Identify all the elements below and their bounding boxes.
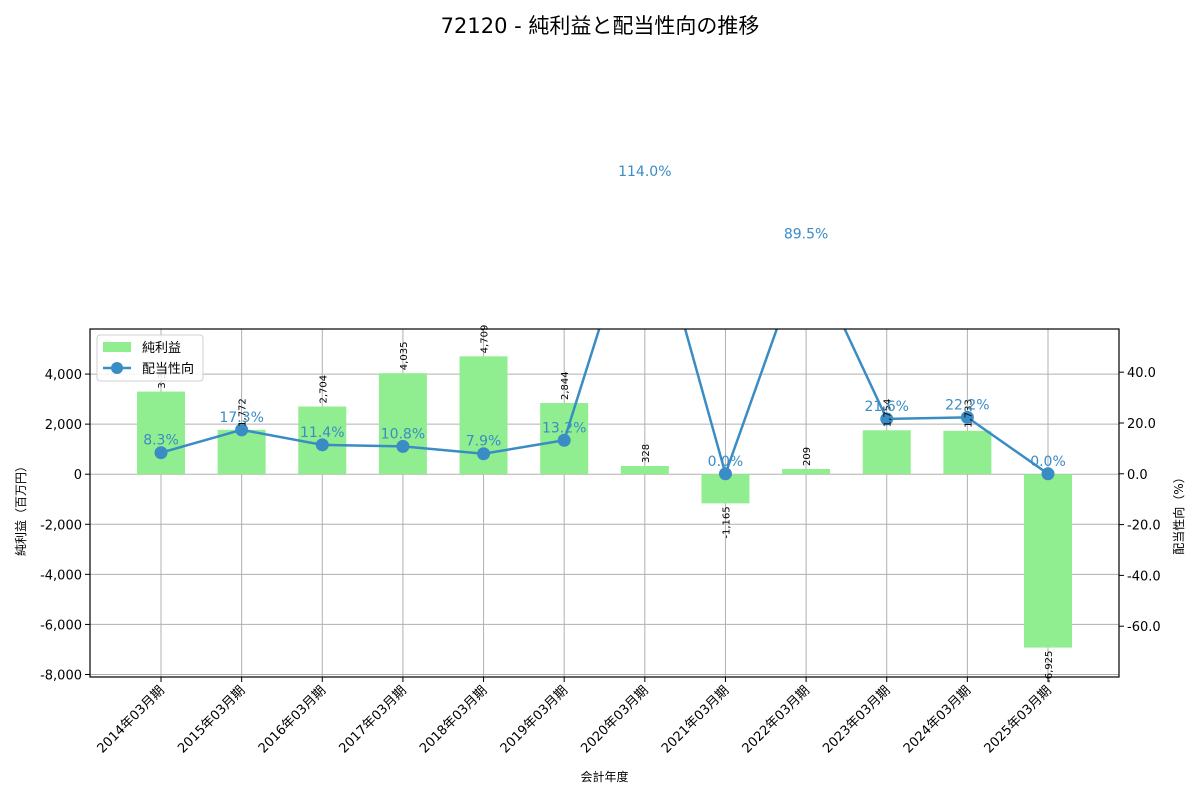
y-axis-label-left: 純利益（百万円） <box>14 460 28 556</box>
y-tick-label-right: 20.0 <box>1127 417 1156 432</box>
bar <box>782 468 831 475</box>
x-tick-label: 2025年03月期 <box>982 683 1055 756</box>
bar-value-label: 4,709 <box>480 325 491 354</box>
y-tick-label-left: 0 <box>74 468 82 483</box>
x-tick-label: 2015年03月期 <box>175 683 248 756</box>
y-tick-label-right: -40.0 <box>1127 569 1161 584</box>
bar <box>378 373 427 475</box>
y-tick-label-left: -2,000 <box>40 518 82 533</box>
y-tick-label-left: -4,000 <box>40 568 82 583</box>
x-tick-label: 2019年03月期 <box>498 683 571 756</box>
bar-value-label: 328 <box>641 444 652 463</box>
x-tick-label: 2020年03月期 <box>578 683 651 756</box>
line-series <box>154 329 1055 481</box>
ratio-marker <box>880 412 894 426</box>
bar <box>137 391 185 475</box>
chart-title: 72120 - 純利益と配当性向の推移 <box>440 14 760 38</box>
legend-label-net-income: 純利益 <box>142 341 181 356</box>
y-tick-label-right: 0.0 <box>1127 468 1148 483</box>
ratio-value-label: 21.6% <box>864 399 908 415</box>
bar-value-label: -6,925 <box>1044 651 1055 683</box>
bar-value-label: 1,733 <box>963 399 974 428</box>
bar <box>1024 474 1072 648</box>
legend-label-payout-ratio: 配当性向 <box>142 361 194 377</box>
y-tick-label-left: -8,000 <box>40 668 82 683</box>
x-tick-label: 2024年03月期 <box>901 683 974 756</box>
ratio-marker <box>1041 467 1055 481</box>
x-tick-label: 2017年03月期 <box>336 683 409 756</box>
ratio-marker <box>396 439 410 453</box>
ratio-value-label: 89.5% <box>784 226 828 242</box>
ratio-marker <box>154 446 168 460</box>
bar-value-label: 209 <box>802 447 813 466</box>
ratio-value-label: 8.3% <box>143 433 179 449</box>
bar <box>217 429 266 475</box>
ratio-value-label: 0.0% <box>708 454 744 470</box>
ratio-marker <box>960 410 974 424</box>
legend-marker-swatch <box>111 362 123 374</box>
y-axis-label-right: 配当性向（%） <box>1171 471 1186 554</box>
bar <box>862 430 911 475</box>
bar-value-label: 2,704 <box>318 375 329 404</box>
bar-value-label: 2,844 <box>560 371 571 400</box>
ratio-value-label: 7.9% <box>466 434 502 450</box>
bar <box>943 430 992 475</box>
y-tick-label-right: -60.0 <box>1127 620 1161 635</box>
ratio-value-label: 10.8% <box>381 426 425 442</box>
ratio-marker <box>235 423 249 437</box>
ratio-marker <box>557 433 571 447</box>
bar-value-label: 1,754 <box>883 399 894 428</box>
ratio-value-label: 0.0% <box>1030 454 1066 470</box>
bar-value-label: 1,772 <box>238 398 249 427</box>
ratio-value-label: 13.2% <box>542 420 586 436</box>
y-tick-label-left: -6,000 <box>40 618 82 633</box>
bar-value-label: -1,165 <box>721 506 732 538</box>
x-tick-label: 2016年03月期 <box>256 683 329 756</box>
bar-series <box>137 356 1072 648</box>
ratio-marker <box>477 447 491 461</box>
x-tick-label: 2021年03月期 <box>659 683 732 756</box>
x-tick-label: 2022年03月期 <box>740 683 813 756</box>
ratio-value-label: 17.3% <box>219 410 263 426</box>
x-tick-label: 2018年03月期 <box>417 683 490 756</box>
y-tick-label-right: 40.0 <box>1127 366 1156 381</box>
legend-bar-swatch <box>103 342 131 352</box>
ratio-marker <box>315 438 329 452</box>
y-tick-label-left: 2,000 <box>45 418 82 433</box>
x-axis-label: 会計年度 <box>580 769 628 784</box>
x-tick-label: 2014年03月期 <box>95 683 168 756</box>
bar <box>620 465 669 475</box>
y-tick-label-left: 4,000 <box>45 368 82 383</box>
ratio-marker <box>718 467 732 481</box>
y-tick-label-right: -20.0 <box>1127 519 1161 534</box>
ratio-value-label: 114.0% <box>618 164 671 180</box>
grid-lines <box>90 329 1119 677</box>
plot-frame <box>89 328 1120 678</box>
x-tick-label: 2023年03月期 <box>820 683 893 756</box>
ratio-line <box>160 329 1049 478</box>
ratio-value-label: 22.2% <box>945 397 989 413</box>
bar-value-label: 4,035 <box>399 342 410 371</box>
ratio-value-label: 11.4% <box>300 425 344 441</box>
